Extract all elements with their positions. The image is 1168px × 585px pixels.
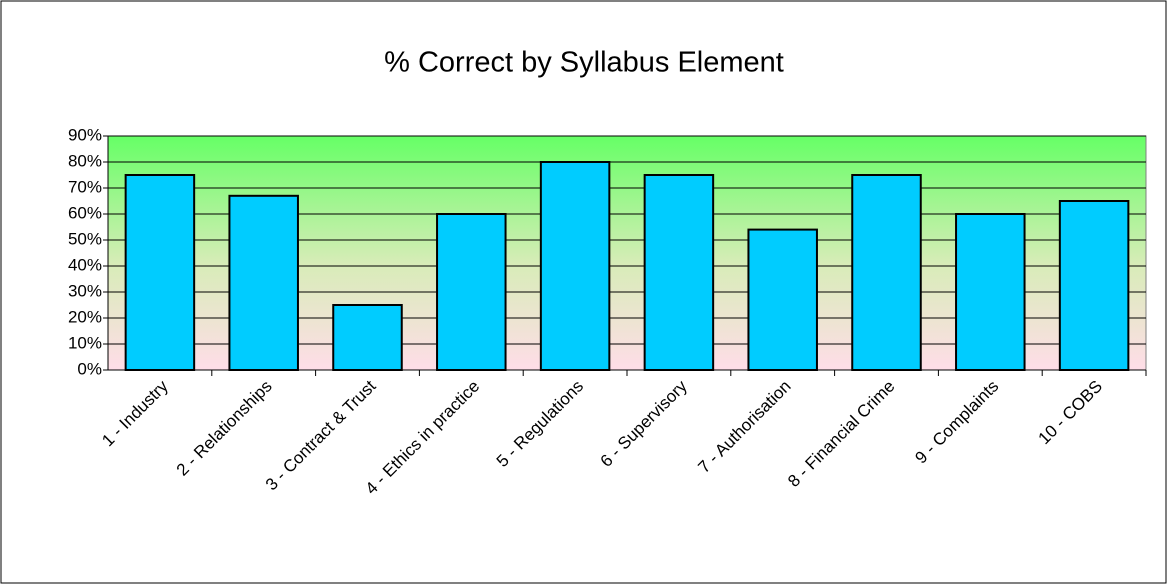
y-tick-label: 60%	[68, 203, 102, 222]
y-tick-label: 20%	[68, 307, 102, 326]
bar	[539, 161, 611, 371]
bar	[955, 213, 1026, 371]
bar	[124, 174, 196, 371]
bar	[643, 174, 715, 371]
bar	[228, 194, 299, 371]
bar	[851, 174, 922, 371]
y-tick-label: 0%	[77, 359, 102, 378]
bar	[332, 304, 403, 371]
y-tick-label: 10%	[68, 333, 102, 352]
bar	[747, 228, 818, 371]
y-tick-label: 40%	[68, 255, 102, 274]
y-tick-label: 80%	[68, 151, 102, 170]
y-tick-label: 30%	[68, 281, 102, 300]
bar	[1058, 200, 1130, 371]
chart-title: % Correct by Syllabus Element	[384, 47, 784, 79]
y-tick-label: 90%	[68, 125, 102, 144]
y-tick-label: 50%	[68, 229, 102, 248]
bar	[436, 213, 507, 371]
y-tick-label: 70%	[68, 177, 102, 196]
